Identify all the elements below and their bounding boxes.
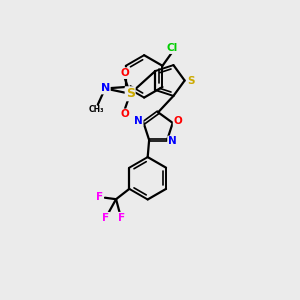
Text: F: F	[118, 213, 125, 223]
Text: S: S	[126, 87, 135, 100]
Text: O: O	[174, 116, 182, 125]
Text: O: O	[121, 68, 129, 78]
Text: F: F	[96, 192, 103, 202]
Text: Cl: Cl	[166, 43, 178, 53]
Text: F: F	[102, 213, 109, 223]
Text: S: S	[187, 76, 194, 85]
Text: N: N	[134, 116, 143, 125]
Text: N: N	[168, 136, 177, 146]
Text: N: N	[100, 83, 110, 94]
Text: CH₃: CH₃	[88, 106, 104, 115]
Text: O: O	[121, 110, 129, 119]
